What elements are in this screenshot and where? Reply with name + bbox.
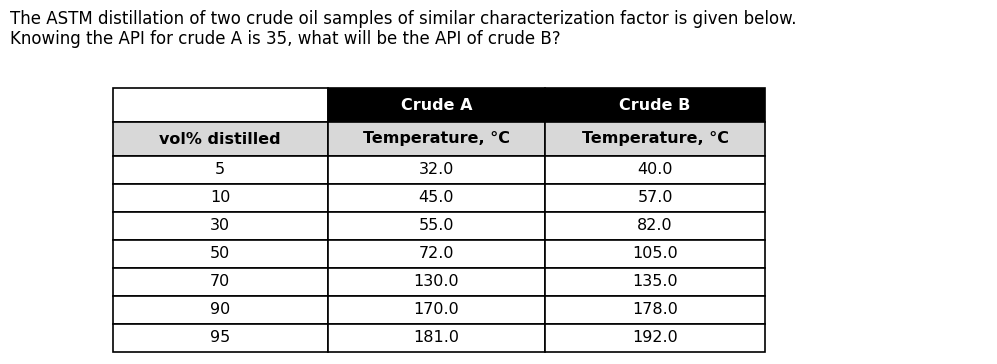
Bar [545,324,765,352]
Text: 57.0: 57.0 [637,190,673,206]
Bar [113,122,328,156]
Bar [545,184,765,212]
Text: 32.0: 32.0 [419,162,454,178]
Bar [328,212,545,240]
Text: 178.0: 178.0 [632,302,678,317]
Text: 72.0: 72.0 [419,246,454,261]
Text: 70: 70 [210,274,230,289]
Text: vol% distilled: vol% distilled [160,131,281,146]
Bar [328,184,545,212]
Text: The ASTM distillation of two crude oil samples of similar characterization facto: The ASTM distillation of two crude oil s… [10,10,797,28]
Bar [328,268,545,296]
Bar [113,212,328,240]
Text: 55.0: 55.0 [419,218,454,233]
Bar [545,268,765,296]
Text: Crude B: Crude B [619,98,691,112]
Text: 82.0: 82.0 [637,218,673,233]
Bar [545,122,765,156]
Bar [113,156,328,184]
Text: 10: 10 [210,190,230,206]
Text: 130.0: 130.0 [414,274,460,289]
Text: 95: 95 [210,331,230,345]
Bar [545,212,765,240]
Bar [328,240,545,268]
Text: 170.0: 170.0 [414,302,460,317]
Text: 40.0: 40.0 [637,162,673,178]
Bar [545,296,765,324]
Text: 50: 50 [210,246,230,261]
Text: 181.0: 181.0 [414,331,460,345]
Text: Knowing the API for crude A is 35, what will be the API of crude B?: Knowing the API for crude A is 35, what … [10,30,560,48]
Text: Crude A: Crude A [401,98,473,112]
Bar [113,88,328,122]
Bar [113,184,328,212]
Bar [328,122,545,156]
Bar [113,240,328,268]
Text: 45.0: 45.0 [419,190,454,206]
Text: Temperature, °C: Temperature, °C [581,131,729,146]
Bar [545,240,765,268]
Bar [113,296,328,324]
Bar [545,88,765,122]
Text: 135.0: 135.0 [632,274,678,289]
Bar [113,268,328,296]
Bar [328,324,545,352]
Text: 105.0: 105.0 [632,246,678,261]
Bar [328,88,545,122]
Bar [113,324,328,352]
Bar [328,156,545,184]
Text: 5: 5 [215,162,225,178]
Text: 192.0: 192.0 [632,331,678,345]
Bar [545,156,765,184]
Bar [328,296,545,324]
Text: 90: 90 [210,302,230,317]
Text: 30: 30 [210,218,230,233]
Text: Temperature, °C: Temperature, °C [363,131,509,146]
